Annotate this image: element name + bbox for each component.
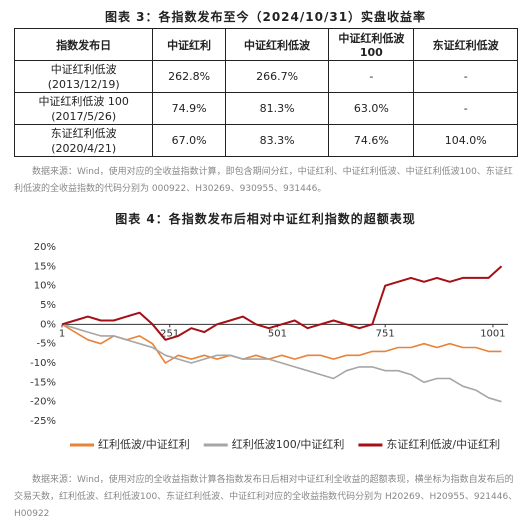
index-cell: 中证红利低波 (2013/12/19)	[13, 60, 154, 93]
chart-title: 图表 4：各指数发布后相对中证红利指数的超额表现	[115, 212, 416, 226]
table-row: 中证红利低波 100 (2017/5/26) 74.9% 81.3% 63.0% -	[13, 92, 518, 125]
y-tick-label: 5%	[40, 300, 56, 311]
table-row: 东证红利低波 (2020/4/21) 67.0% 83.3% 74.6% 104.0%	[13, 124, 518, 157]
y-tick-label: -25%	[30, 416, 56, 427]
release-date: (2017/5/26)	[51, 109, 117, 123]
value-cell: 104.0%	[413, 124, 518, 157]
series-line	[61, 323, 502, 364]
header-cell: 中证红利	[152, 28, 226, 61]
release-date: (2020/4/21)	[51, 141, 117, 155]
table-note: 数据来源：Wind，使用对应的全收益指数计算，即包含期间分红，中证红利、中证红利…	[14, 167, 513, 194]
table-title: 图表 3：各指数发布至今（2024/10/31）实盘收益率	[104, 10, 427, 24]
index-name: 东证红利低波	[50, 126, 117, 140]
legend-label: 红利低波/中证红利	[98, 438, 190, 451]
value-cell: -	[413, 60, 518, 93]
y-tick-label: -15%	[30, 377, 56, 388]
index-name: 中证红利低波	[50, 62, 117, 76]
chart: -25% -20% -15% -10% -5% 0% 5% 10% 15% 20% 1 251 501 7…	[30, 242, 508, 451]
value-cell: 67.0%	[152, 124, 226, 157]
y-tick-label: 0%	[40, 319, 56, 330]
value-cell: 266.7%	[224, 60, 330, 93]
x-tick-label: 1	[59, 328, 65, 339]
table-body: 中证红利低波 (2013/12/19) 262.8% 266.7% - - 中证红利低波 1…	[13, 60, 518, 157]
return-table: 指数发布日 中证红利 中证红利低波 中证红利低波100 东证红利低波 中证红利低波 (20…	[13, 28, 518, 157]
y-tick-label: 15%	[34, 261, 56, 272]
value-cell: 83.3%	[224, 124, 330, 157]
y-tick-label: 20%	[34, 242, 56, 253]
legend-label: 红利低波100/中证红利	[232, 438, 345, 451]
value-cell: 63.0%	[328, 92, 415, 125]
x-tick-label: 501	[268, 328, 287, 339]
y-tick-label: 10%	[34, 281, 56, 292]
x-tick-label: 251	[160, 328, 179, 339]
table-row: 中证红利低波 (2013/12/19) 262.8% 266.7% - -	[13, 60, 518, 93]
value-cell: -	[413, 92, 518, 125]
legend-label: 东证红利低波/中证红利	[386, 438, 500, 451]
index-cell: 东证红利低波 (2020/4/21)	[13, 124, 154, 157]
index-cell: 中证红利低波 100 (2017/5/26)	[13, 92, 154, 125]
header-cell: 东证红利低波	[413, 28, 518, 61]
table-header: 指数发布日 中证红利 中证红利低波 中证红利低波100 东证红利低波	[13, 28, 518, 61]
y-tick-label: -5%	[37, 339, 56, 350]
chart-note: 数据来源：Wind，使用对应的全收益指数计算各指数发布日后相对中证红利全收益的超…	[14, 475, 518, 519]
value-cell: 81.3%	[224, 92, 330, 125]
value-cell: 262.8%	[152, 60, 226, 93]
x-tick-label: 1001	[480, 328, 505, 339]
x-tick-label: 751	[376, 328, 395, 339]
y-tick-label: -10%	[30, 358, 56, 369]
header-cell: 中证红利低波100	[328, 28, 415, 61]
value-cell: 74.6%	[328, 124, 415, 157]
y-tick-label: -20%	[30, 397, 56, 408]
value-cell: -	[328, 60, 415, 93]
series-line	[61, 265, 503, 341]
header-cell: 中证红利低波	[224, 28, 330, 61]
value-cell: 74.9%	[152, 92, 226, 125]
index-name: 中证红利低波 100	[38, 94, 129, 108]
header-cell: 指数发布日	[13, 28, 154, 61]
series-line	[61, 323, 502, 403]
release-date: (2013/12/19)	[47, 77, 120, 91]
